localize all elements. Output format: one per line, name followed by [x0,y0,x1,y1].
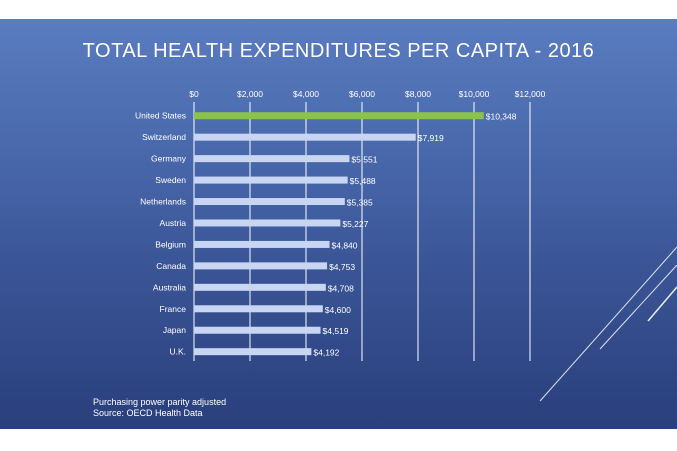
bar [194,348,312,356]
bar [194,326,321,334]
data-label: $4,753 [329,262,355,272]
x-tick-label: $2,000 [237,89,263,99]
data-label: $4,192 [313,348,339,358]
footnote: Purchasing power parity adjusted Source:… [93,397,226,419]
category-label: Austria [160,218,187,228]
decorative-lines [539,246,677,402]
data-label: $10,348 [486,112,517,122]
bar [194,112,484,120]
x-tick-label: $12,000 [515,89,546,99]
data-label: $4,708 [328,283,354,293]
bar-chart: $0 $2,000 $4,000 $6,000 $8,000 $10,000 $12,000… [135,89,546,361]
x-tick-label: $10,000 [459,89,490,99]
data-label: $4,840 [332,240,358,250]
bar [194,262,328,270]
category-label: Canada [156,261,186,271]
data-label: $5,488 [350,176,376,186]
category-label: U.K. [169,347,186,357]
category-label: France [160,304,187,314]
data-label: $4,600 [325,305,351,315]
x-tick-label: $6,000 [349,89,375,99]
footnote-line-1: Purchasing power parity adjusted [93,397,227,407]
x-tick-label: $4,000 [293,89,319,99]
data-label: $4,519 [323,326,349,336]
bar [194,133,416,141]
bar [194,198,345,206]
category-label: Netherlands [140,197,186,207]
bar [194,283,326,291]
category-label: United States [135,111,186,121]
data-label: $5,385 [347,198,373,208]
x-tick-label: $8,000 [405,89,431,99]
bar [194,240,330,248]
category-label: Japan [163,325,186,335]
bar [194,219,341,227]
chart-title: TOTAL HEALTH EXPENDITURES PER CAPITA - 2… [82,40,595,62]
x-tick-label: $0 [189,89,199,99]
category-label: Belgium [155,239,186,249]
category-label: Germany [151,154,187,164]
bar [194,176,348,184]
data-label: $5,551 [351,155,377,165]
bar [194,155,350,163]
bar [194,305,323,313]
footnote-line-2: Source: OECD Health Data [93,408,203,418]
slide: TOTAL HEALTH EXPENDITURES PER CAPITA - 2… [0,19,677,429]
data-label: $5,227 [342,219,368,229]
category-label: Sweden [155,175,186,185]
category-label: Australia [153,282,186,292]
category-label: Switzerland [142,132,186,142]
data-label: $7,919 [418,133,444,143]
